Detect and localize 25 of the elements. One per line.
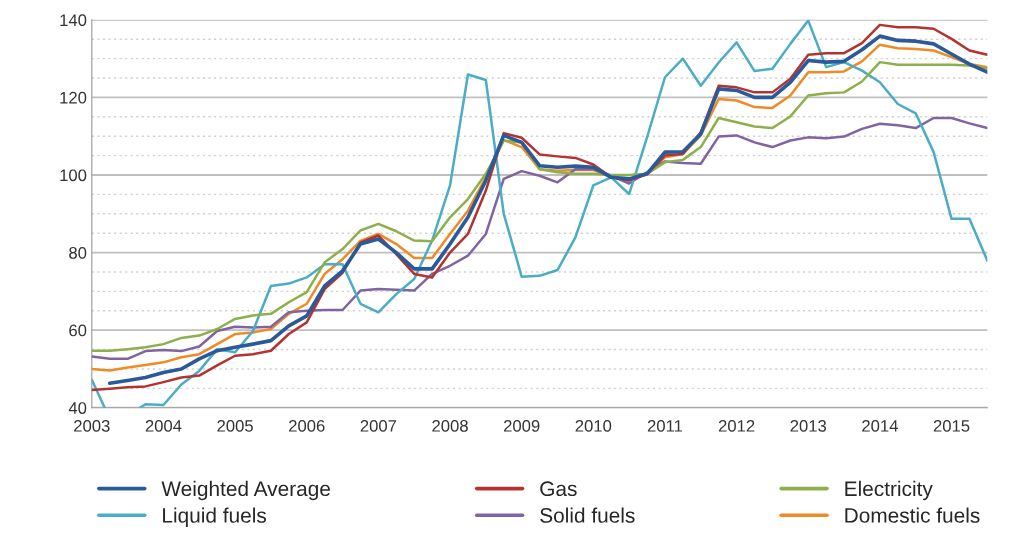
legend-label: Weighted Average (161, 480, 330, 501)
x-tick-label: 2014 (862, 419, 898, 432)
legend-label: Gas (540, 481, 577, 497)
y-tick-label: 120 (60, 91, 87, 104)
x-tick-label: 2012 (718, 419, 755, 432)
x-tick-label: 2005 (217, 419, 253, 432)
y-tick-label: 140 (60, 14, 87, 27)
x-tick-label: 2010 (575, 419, 612, 432)
x-tick-label: 2015 (933, 419, 970, 432)
x-tick-label: 2009 (503, 419, 540, 432)
x-tick-label: 2006 (289, 419, 325, 432)
y-tick-label: 60 (69, 324, 87, 337)
legend-label: Liquid fuels (163, 507, 267, 527)
legend-label: Electricity (845, 480, 933, 501)
y-tick-label: 100 (60, 169, 87, 182)
y-tick-label: 80 (69, 246, 87, 259)
x-tick-label: 2008 (432, 419, 468, 432)
x-tick-label: 2013 (790, 419, 827, 432)
x-tick-label: 2004 (145, 419, 182, 432)
legend-label: Domestic fuels (845, 507, 980, 523)
x-tick-label: 2007 (360, 419, 397, 432)
x-tick-label: 2003 (74, 419, 110, 432)
x-tick-label: 2011 (647, 419, 683, 432)
legend-label: Solid fuels (540, 507, 635, 523)
y-tick-label: 40 (68, 402, 87, 414)
